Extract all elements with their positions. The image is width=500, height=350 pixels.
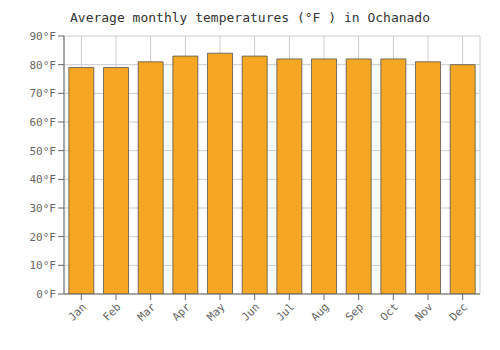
svg-text:Nov: Nov: [412, 300, 436, 324]
svg-text:Oct: Oct: [378, 300, 401, 323]
svg-text:40°F: 40°F: [30, 173, 57, 186]
svg-text:50°F: 50°F: [30, 145, 57, 158]
svg-text:Mar: Mar: [135, 300, 159, 324]
svg-text:80°F: 80°F: [30, 59, 57, 72]
svg-text:30°F: 30°F: [30, 202, 57, 215]
svg-text:Jul: Jul: [274, 300, 297, 323]
html-text:Average monthly temperatures (: Average monthly temperatures (°F ) in Oc…: [70, 10, 430, 25]
svg-text:Jun: Jun: [239, 300, 262, 323]
svg-text:0°F: 0°F: [36, 288, 56, 301]
svg-text:Feb: Feb: [100, 300, 123, 323]
svg-text:20°F: 20°F: [30, 231, 57, 244]
svg-text:Jan: Jan: [66, 300, 89, 323]
svg-text:Dec: Dec: [447, 300, 470, 323]
svg-text:Sep: Sep: [343, 300, 366, 323]
svg-text:10°F: 10°F: [30, 259, 57, 272]
svg-text:Aug: Aug: [308, 300, 331, 323]
svg-text:Apr: Apr: [170, 300, 194, 324]
svg-text:90°F: 90°F: [30, 30, 57, 43]
svg-text:70°F: 70°F: [30, 87, 57, 100]
svg-text:May: May: [204, 300, 228, 324]
svg-text:60°F: 60°F: [30, 116, 57, 129]
